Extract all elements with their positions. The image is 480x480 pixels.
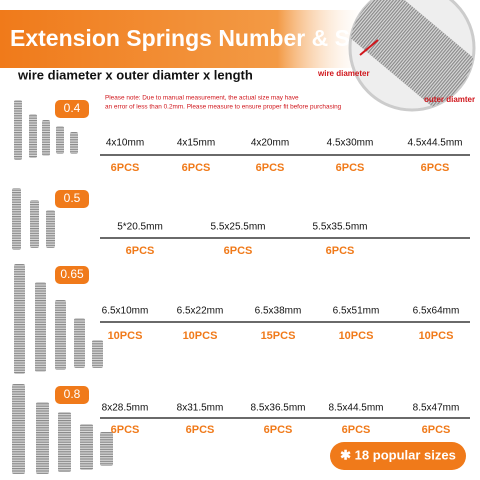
count: 6PCS (224, 245, 253, 257)
callout: wire diameter (317, 69, 370, 78)
count: 10PCS (108, 330, 143, 342)
wire-badge: 0.4 (64, 101, 81, 115)
spring (58, 412, 71, 472)
size: 8.5x47mm (413, 403, 460, 414)
wire-badge-bg (55, 190, 89, 208)
size: 6.5x10mm (102, 306, 149, 317)
size: 4.5x30mm (327, 138, 374, 149)
count: 6PCS (186, 424, 215, 436)
size: 8.5x36.5mm (250, 403, 305, 414)
size: 6.5x51mm (333, 306, 380, 317)
size: 4x20mm (251, 138, 289, 149)
count: 6PCS (264, 424, 293, 436)
spring (100, 432, 113, 466)
spring (14, 264, 25, 374)
spring (42, 120, 50, 156)
count: 10PCS (183, 330, 218, 342)
size: 5.5x35.5mm (312, 222, 367, 233)
size: 8.5x44.5mm (328, 403, 383, 414)
count: 10PCS (419, 330, 454, 342)
count: 6PCS (342, 424, 371, 436)
count: 6PCS (336, 162, 365, 174)
spring (12, 384, 25, 474)
size: 5*20.5mm (117, 222, 163, 233)
wire-badge: 0.65 (60, 267, 84, 281)
title: Extension Springs Number & Size (10, 25, 381, 51)
count: 6PCS (111, 424, 140, 436)
wire-badge-bg (55, 100, 89, 118)
spring (74, 318, 85, 368)
count: 10PCS (339, 330, 374, 342)
size: 8x28.5mm (102, 403, 149, 414)
size: 8x31.5mm (177, 403, 224, 414)
count: 6PCS (421, 162, 450, 174)
count: 6PCS (422, 424, 451, 436)
title-bar (0, 10, 370, 68)
spring (56, 126, 64, 154)
size: 4x15mm (177, 138, 215, 149)
count: 6PCS (111, 162, 140, 174)
spring (92, 340, 103, 368)
callout: outer diamter (424, 95, 475, 104)
count: 6PCS (326, 245, 355, 257)
size: 6.5x38mm (255, 306, 302, 317)
size: 5.5x25.5mm (210, 222, 265, 233)
subtitle: wire diameter x outer diamter x length (17, 67, 253, 82)
spring (36, 402, 49, 474)
count: 6PCS (256, 162, 285, 174)
spring (30, 200, 39, 248)
spring (35, 282, 46, 372)
count: 6PCS (126, 245, 155, 257)
spring (12, 188, 21, 250)
spring (70, 132, 78, 154)
note-line: Please note: Due to manual measurement, … (105, 95, 299, 102)
spring (80, 424, 93, 470)
detail-spring (350, 0, 474, 110)
spring (46, 210, 55, 248)
size: 4x10mm (106, 138, 144, 149)
spring (55, 300, 66, 370)
spring (14, 100, 22, 160)
badge-bg (330, 442, 466, 470)
size: 6.5x64mm (413, 306, 460, 317)
badge: ✱ 18 popular sizes (340, 447, 456, 462)
size: 4.5x44.5mm (407, 138, 462, 149)
size: 6.5x22mm (177, 306, 224, 317)
count: 15PCS (261, 330, 296, 342)
wire-badge: 0.8 (64, 387, 81, 401)
note-line: an error of less than 0.2mm. Please meas… (105, 104, 342, 111)
wire-badge: 0.5 (64, 191, 81, 205)
count: 6PCS (182, 162, 211, 174)
wire-badge-bg (55, 386, 89, 404)
spring (29, 114, 37, 158)
wire-badge-bg (55, 266, 89, 284)
callout-arrow (359, 39, 379, 56)
